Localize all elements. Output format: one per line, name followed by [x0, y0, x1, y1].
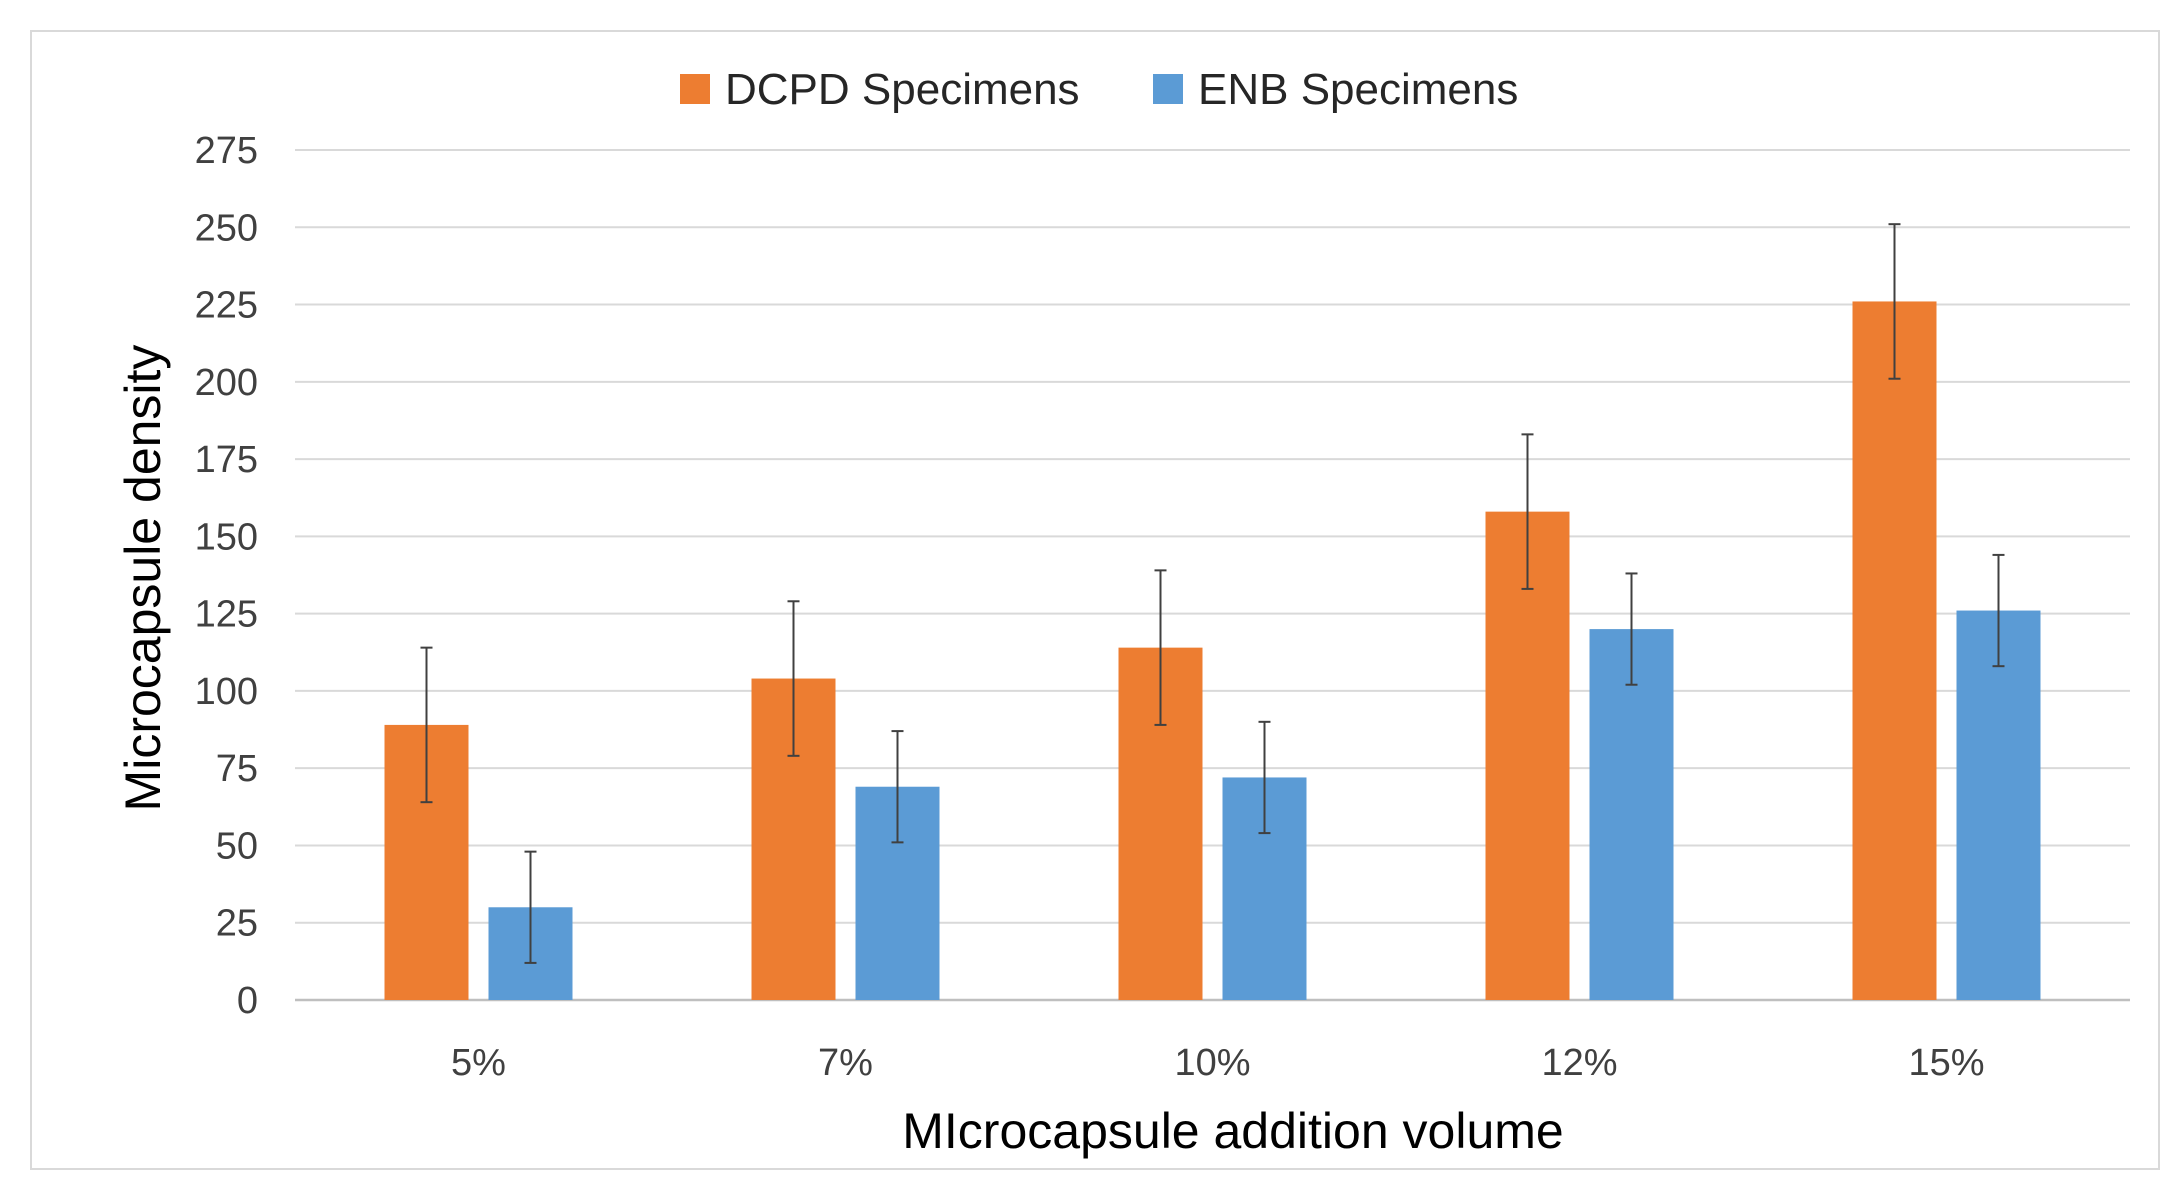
bars: [384, 301, 2041, 1000]
y-axis-title: Microcapsule density: [115, 345, 171, 812]
chart-frame: [30, 30, 2160, 1170]
y-tick-label: 100: [195, 671, 258, 713]
error-bar: [1258, 720, 1271, 835]
bar-enb-specimens: [1956, 610, 2041, 1000]
error-bars: [420, 223, 2005, 964]
legend-label: ENB Specimens: [1198, 65, 1518, 114]
legend-swatch: [680, 74, 710, 104]
legend-swatch: [1153, 74, 1183, 104]
y-tick-label: 50: [216, 825, 258, 867]
error-bar: [787, 600, 800, 757]
y-tick-label: 150: [195, 516, 258, 558]
error-bar: [1992, 553, 2005, 668]
bar-enb-specimens: [1589, 629, 1674, 1000]
legend: DCPD Specimens ENB Specimens: [680, 65, 1518, 114]
error-bar: [891, 730, 904, 844]
x-tick-label: 10%: [1174, 1042, 1250, 1084]
y-tick-label: 200: [195, 362, 258, 404]
y-tick-label: 25: [216, 903, 258, 945]
error-bar: [1154, 569, 1167, 726]
x-tick-label: 12%: [1541, 1042, 1617, 1084]
bar-dcpd-specimens: [1485, 511, 1570, 1000]
error-bar: [1625, 572, 1638, 686]
y-tick-label: 125: [195, 594, 258, 636]
x-tick-label: 7%: [818, 1042, 873, 1084]
y-tick-label: 0: [237, 980, 258, 1022]
y-tick-labels: 0 25 50 75 100 125 150 175 200 225 250 275: [195, 130, 258, 1022]
x-axis-title: MIcrocapsule addition volume: [902, 1103, 1563, 1159]
error-bar: [420, 646, 433, 804]
x-tick-label: 15%: [1908, 1042, 1984, 1084]
y-tick-label: 275: [195, 130, 258, 172]
error-bar: [524, 850, 537, 964]
y-tick-label: 75: [216, 748, 258, 790]
error-bar: [1888, 223, 1901, 380]
bar-dcpd-specimens: [1852, 301, 1937, 1000]
x-tick-label: 5%: [451, 1042, 506, 1084]
legend-label: DCPD Specimens: [725, 65, 1080, 114]
x-tick-labels: 5% 7% 10% 12% 15%: [451, 1042, 1984, 1084]
legend-item: ENB Specimens: [1153, 65, 1518, 114]
y-tick-label: 250: [195, 207, 258, 249]
y-tick-label: 225: [195, 285, 258, 327]
gridlines: [295, 149, 2130, 1002]
legend-item: DCPD Specimens: [680, 65, 1080, 114]
error-bar: [1521, 433, 1534, 590]
y-tick-label: 175: [195, 439, 258, 481]
